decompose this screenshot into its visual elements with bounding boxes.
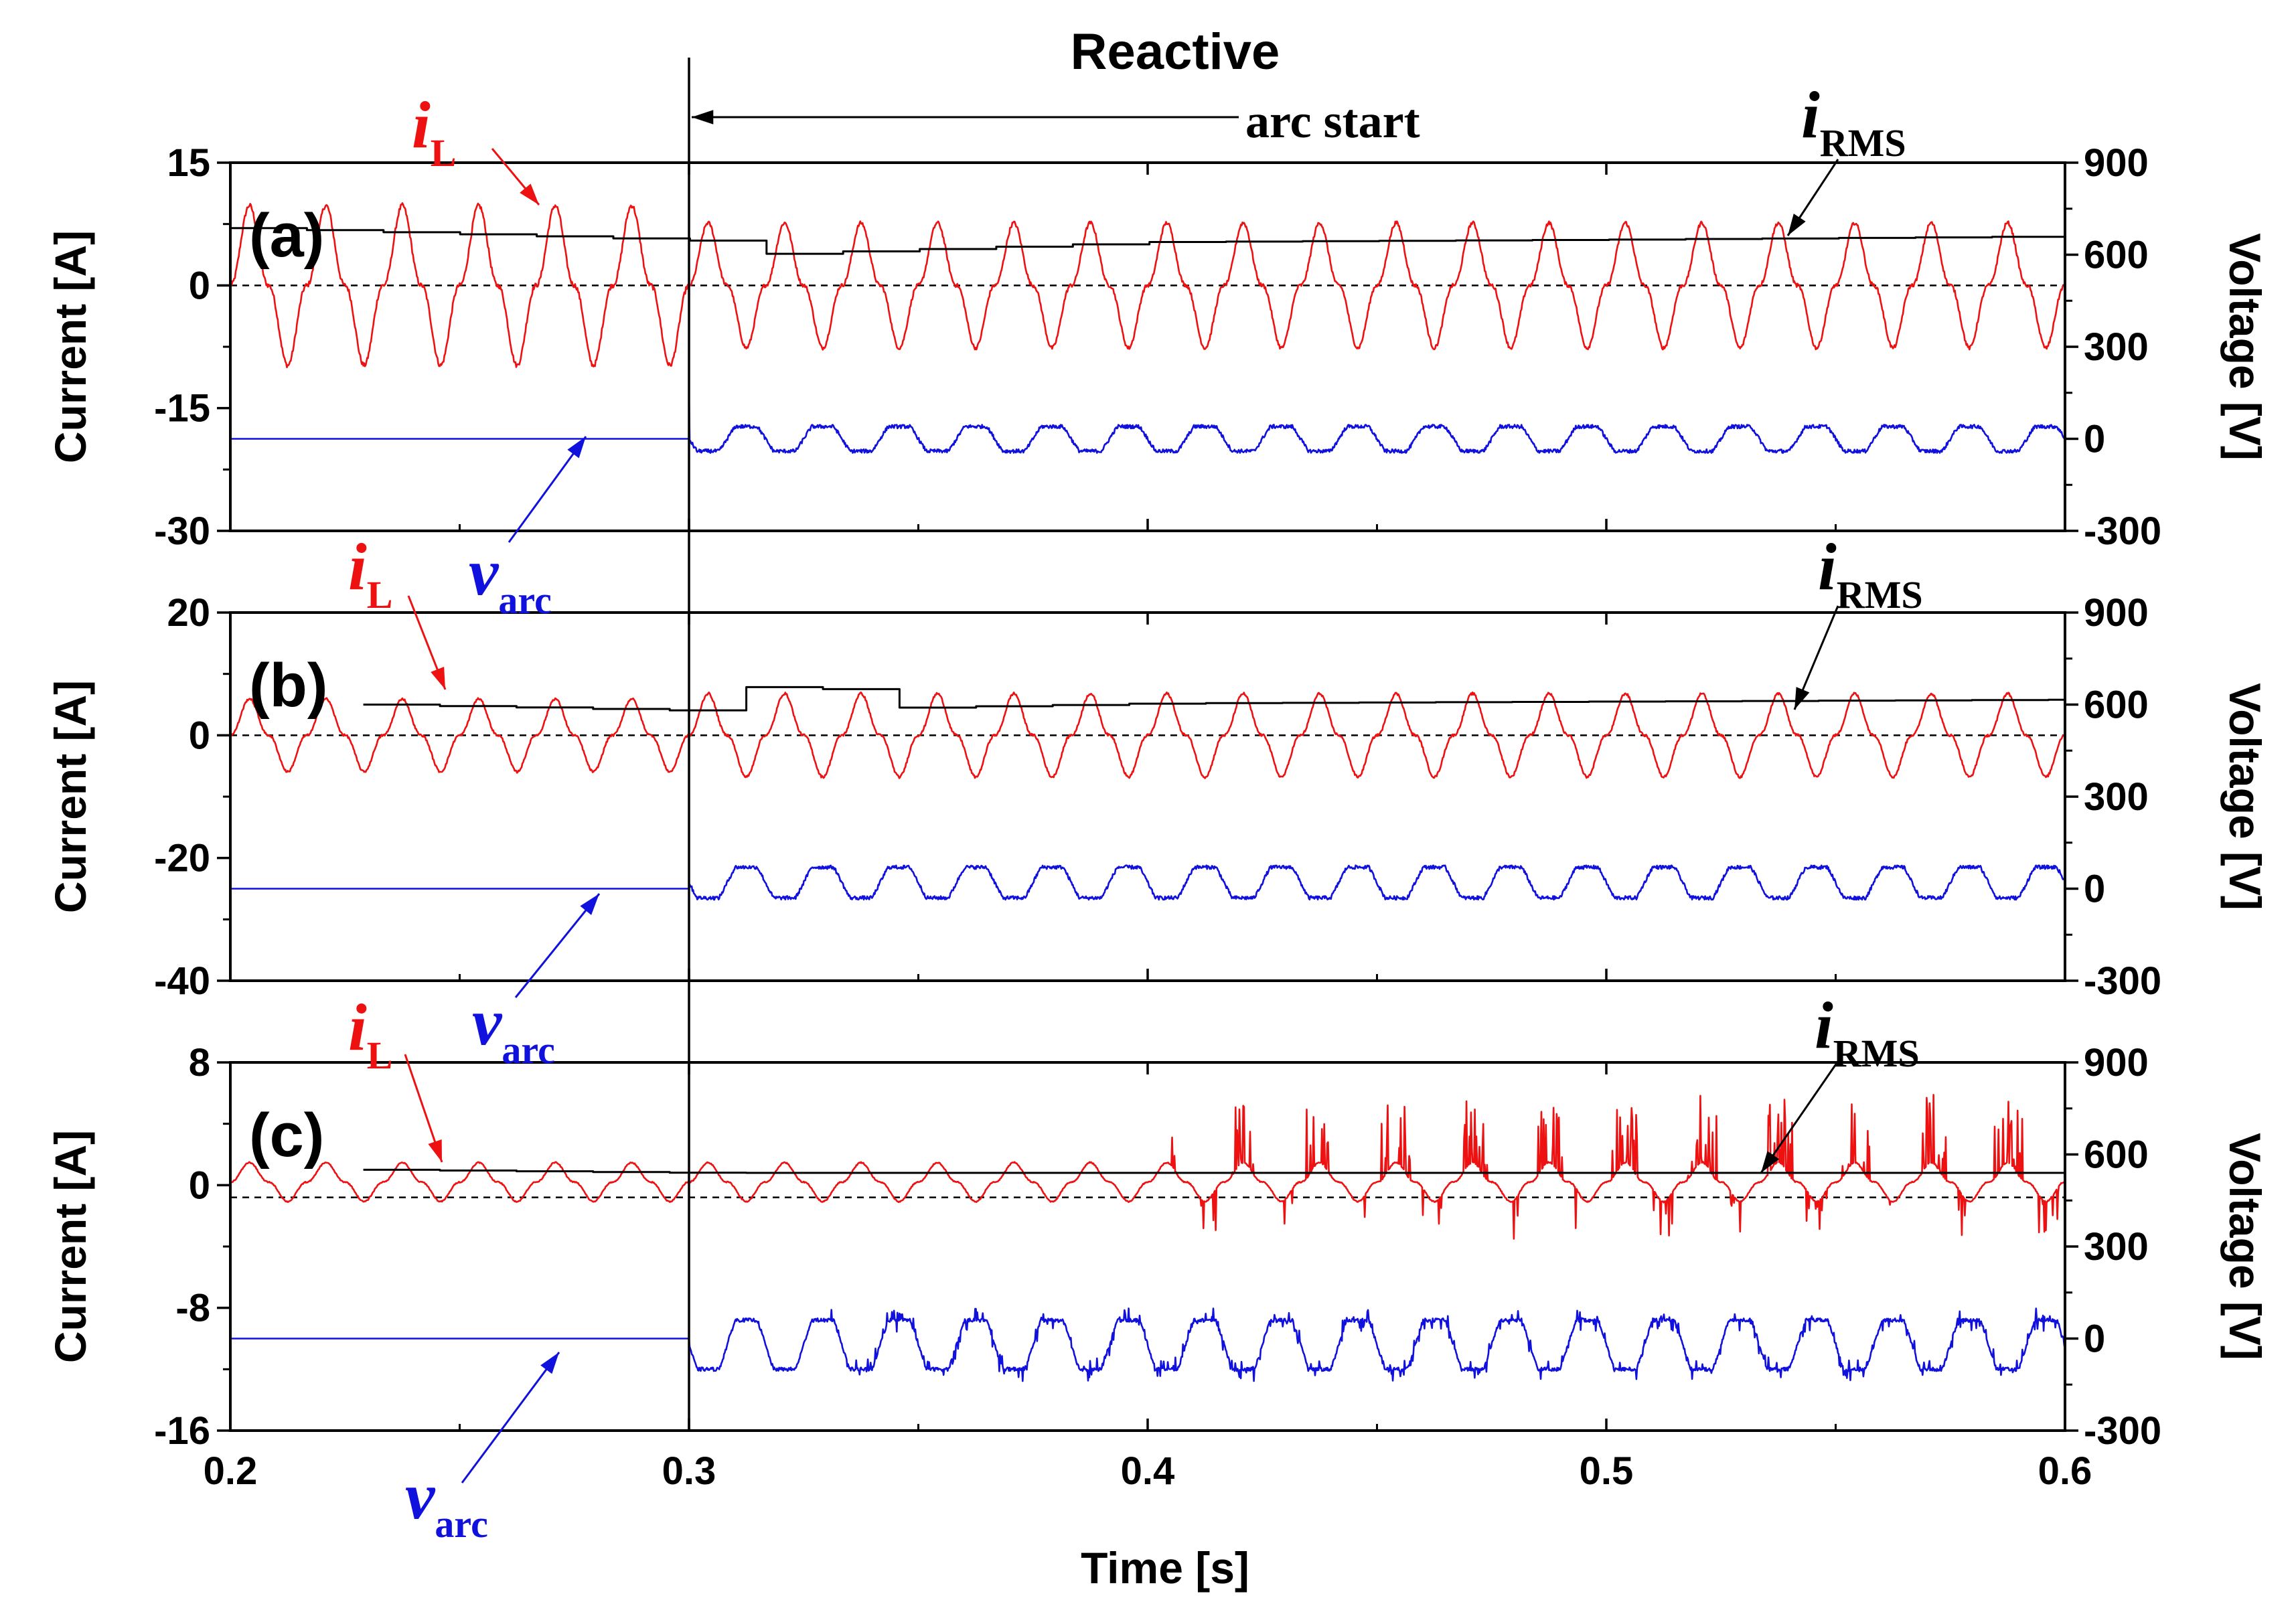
annotations: Reactive arc start Time [s] iLiRMSvarciL… xyxy=(348,23,1923,1593)
left-tick-label: 15 xyxy=(167,141,210,185)
arc-start-arrow-head xyxy=(692,110,714,125)
x-tick-label: 0.3 xyxy=(662,1449,716,1493)
arrow-iRMS-b-head xyxy=(1794,687,1810,710)
arrow-varc-a-head xyxy=(567,436,586,459)
plot-frame xyxy=(229,611,2066,982)
right-tick-label: 600 xyxy=(2084,684,2149,727)
right-tick-label: 600 xyxy=(2084,1133,2149,1177)
right-tick-label: 300 xyxy=(2084,1225,2149,1269)
arc-start-label: arc start xyxy=(1245,94,1420,148)
left-tick-label: 8 xyxy=(189,1041,210,1084)
label-varc-b: varc xyxy=(472,985,555,1072)
right-tick-label: -300 xyxy=(2084,509,2161,553)
series-iRMS xyxy=(363,686,2065,712)
x-tick-label: 0.5 xyxy=(1580,1449,1634,1493)
right-tick-label: 0 xyxy=(2084,1317,2105,1361)
series-varc xyxy=(230,864,2066,901)
series-iL xyxy=(230,692,2066,779)
series-varc xyxy=(230,392,2066,454)
label-varc-c: varc xyxy=(405,1459,488,1546)
left-tick-label: 0 xyxy=(189,1163,210,1207)
plot-area: 15 0 -15 -30 900 600 300 0 -300 Current [A] Voltag… xyxy=(46,141,2270,1493)
left-tick-label: 0 xyxy=(189,264,210,307)
right-axis-title: Voltage [V] xyxy=(2220,683,2270,910)
right-tick-label: 900 xyxy=(2084,1041,2149,1084)
arrow-iL-a-head xyxy=(520,183,539,205)
label-varc-a: varc xyxy=(469,535,552,622)
arrow-varc-a-line xyxy=(508,436,587,543)
series-iRMS xyxy=(230,227,2065,255)
left-axis-title: Current [A] xyxy=(46,1130,95,1363)
right-tick-label: 300 xyxy=(2084,325,2149,369)
left-tick-label: -20 xyxy=(154,837,210,880)
arrow-varc-c-head xyxy=(540,1352,559,1374)
left-axis-title: Current [A] xyxy=(46,230,95,463)
x-tick-label: 0.2 xyxy=(204,1449,258,1493)
arrow-iRMS-c-head xyxy=(1761,1151,1780,1173)
right-tick-label: 900 xyxy=(2084,141,2149,185)
arrow-iL-c-head xyxy=(428,1139,442,1162)
series-varc xyxy=(230,1307,2066,1382)
series-iRMS xyxy=(363,1168,2065,1174)
arrow-varc-c-line xyxy=(461,1352,560,1483)
arrow-iRMS-a-head xyxy=(1788,214,1806,236)
right-axis-title: Voltage [V] xyxy=(2220,233,2270,461)
panel-label: (c) xyxy=(249,1101,324,1170)
panel-b: 20 0 -20 -40 900 600 300 0 -300 Current [A] Voltag… xyxy=(46,591,2270,1003)
right-tick-label: 300 xyxy=(2084,775,2149,819)
figure-title: Reactive xyxy=(1071,23,1280,80)
x-tick-label: 0.4 xyxy=(1121,1449,1175,1493)
series-iL xyxy=(229,202,2066,368)
x-axis-title: Time [s] xyxy=(1081,1543,1249,1593)
x-tick-label: 0.6 xyxy=(2038,1449,2092,1493)
panel-c: 8 0 -8 -16 900 600 300 0 -300 0.2 0.3 0.4 0.5 0.6 Curr… xyxy=(46,1041,2270,1493)
panel-a: 15 0 -15 -30 900 600 300 0 -300 Current [A] Voltag… xyxy=(46,141,2270,553)
series-iL xyxy=(230,1094,2066,1240)
right-tick-label: -300 xyxy=(2084,1409,2161,1453)
left-tick-label: -15 xyxy=(154,387,210,430)
label-iL-a: iL xyxy=(412,88,456,175)
right-tick-label: 0 xyxy=(2084,868,2105,911)
right-tick-label: 0 xyxy=(2084,418,2105,461)
label-iRMS-a: iRMS xyxy=(1801,78,1906,165)
left-tick-label: -16 xyxy=(154,1409,210,1453)
left-axis-title: Current [A] xyxy=(46,680,95,913)
left-tick-label: -40 xyxy=(154,959,210,1003)
arrow-varc-b-head xyxy=(580,894,599,915)
panel-label: (b) xyxy=(249,651,327,720)
label-iL-b: iL xyxy=(348,530,392,617)
right-axis-title: Voltage [V] xyxy=(2220,1133,2270,1360)
arrow-varc-b-line xyxy=(514,893,601,998)
arrow-iRMS-c-line xyxy=(1760,1056,1843,1174)
panel-label: (a) xyxy=(249,202,324,270)
left-tick-label: 0 xyxy=(189,714,210,757)
right-tick-label: -300 xyxy=(2084,959,2161,1003)
left-tick-label: -30 xyxy=(154,509,210,553)
label-iL-c: iL xyxy=(348,990,392,1077)
right-tick-label: 900 xyxy=(2084,591,2149,635)
plot-frame xyxy=(229,1061,2066,1432)
label-iRMS-c: iRMS xyxy=(1815,988,1920,1075)
left-tick-label: -8 xyxy=(175,1287,210,1330)
label-iRMS-b: iRMS xyxy=(1818,530,1923,617)
right-tick-label: 600 xyxy=(2084,234,2149,277)
plot-frame xyxy=(229,161,2066,532)
arrow-iL-b-head xyxy=(431,667,445,690)
left-tick-label: 20 xyxy=(167,591,210,635)
